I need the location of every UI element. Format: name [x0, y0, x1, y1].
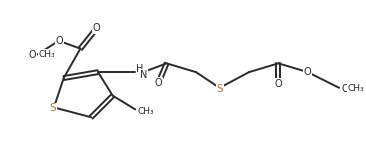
Text: O: O [29, 49, 36, 60]
Text: N: N [140, 70, 147, 80]
Text: O: O [56, 36, 64, 46]
Text: H: H [136, 64, 143, 74]
Text: O: O [92, 23, 100, 33]
Text: S: S [216, 84, 223, 94]
Text: CH₃: CH₃ [348, 84, 365, 93]
Text: S: S [50, 103, 56, 113]
Text: O: O [304, 67, 311, 77]
Text: CH₃: CH₃ [38, 50, 55, 59]
Text: O: O [341, 84, 349, 94]
Text: CH₃: CH₃ [137, 107, 154, 116]
Text: O: O [155, 78, 163, 88]
Text: O: O [274, 79, 282, 89]
